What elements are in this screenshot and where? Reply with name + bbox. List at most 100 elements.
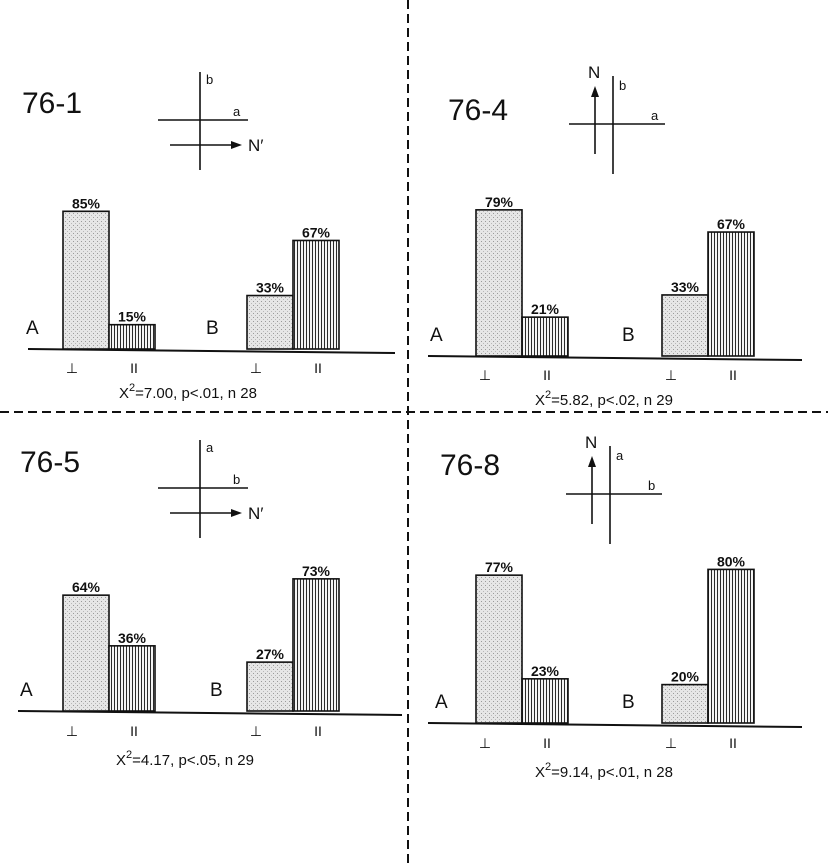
panel-3-bar-label-B-1: 80% (717, 553, 746, 569)
panel-0-inset-vertical-label: b (206, 72, 213, 87)
panel-1-inset-vertical-label: b (619, 78, 626, 93)
panel-0-bar-B-parallel (292, 239, 340, 350)
panel-3-bar-label-A-1: 23% (531, 663, 560, 679)
panel-2-bar-label-B-0: 27% (256, 646, 285, 662)
panel-3-bar-A-perpendicular (475, 574, 523, 724)
panel-1-stat-text: , n (635, 392, 656, 409)
panel-2-group-label-B: B (210, 680, 223, 701)
panel-3-stat-p-value: .01 (615, 764, 636, 781)
panel-2-bar-B-perpendicular (246, 661, 294, 712)
panel-0-group-label-B: B (206, 318, 219, 339)
panel-0-north-arrow-label: N′ (248, 136, 263, 155)
panel-3-inset-vertical-label: a (616, 448, 624, 463)
panel-1-inset-horizontal-label: a (651, 108, 659, 123)
panel-3-group-label-A: A (435, 692, 448, 713)
panel-2-bar-B-parallel (292, 578, 340, 712)
panel-3-stat-p-relation: < (606, 764, 615, 781)
panel-1-stat-p-relation: < (606, 392, 615, 409)
panel-2-bar-label-B-1: 73% (302, 563, 331, 579)
panel-1-title: 76-4 (448, 94, 508, 127)
panel-1-bar-B-parallel (707, 231, 755, 357)
panel-3-bar-A-parallel (521, 678, 569, 724)
panel-0-stat-text: , p (173, 385, 190, 402)
panel-2-stat-sup: 2 (126, 749, 132, 761)
panel-1-tick-A-perpendicular: ⊥ (479, 367, 491, 383)
panel-2-stat-n: 29 (237, 752, 254, 769)
panel-0-tick-B-perpendicular: ⊥ (250, 360, 262, 376)
panel-2-tick-B-perpendicular: ⊥ (250, 723, 262, 739)
panel-1-bar-A-parallel (521, 316, 569, 357)
panel-1-bar-label-B-0: 33% (671, 279, 700, 295)
panel-3-bar-B-parallel (707, 568, 755, 724)
panel-3-bar-B-perpendicular (661, 683, 709, 724)
panel-2-inset-vertical-label: a (206, 440, 214, 455)
panel-2-statistic: X2=4.17, p<.05, n 29 (116, 749, 254, 769)
panel-1-stat-chi-square: =5.82 (551, 392, 589, 409)
panel-1-stat-sup: 2 (545, 389, 551, 401)
panel-1-bar-label-A-0: 79% (485, 194, 514, 210)
panel-0-bar-label-A-0: 85% (72, 195, 101, 211)
panel-2-bar-A-perpendicular (62, 594, 110, 712)
panel-1-group-label-A: A (430, 325, 443, 346)
panel-3-stat-text: X (535, 764, 545, 781)
panel-2-stat-p-relation: < (187, 752, 196, 769)
panel-1-tick-A-parallel: II (543, 367, 551, 383)
panel-0-stat-p-relation: < (190, 385, 199, 402)
panel-1-group-label-B: B (622, 325, 635, 346)
panel-3-group-label-B: B (622, 692, 635, 713)
panel-2-stat-text: , n (216, 752, 237, 769)
panel-2-tick-B-parallel: II (314, 723, 322, 739)
panel-3-north-arrow-head (588, 456, 596, 467)
panel-2-group-label-A: A (20, 680, 33, 701)
panel-3-stat-text: , n (635, 764, 656, 781)
panel-0-bar-A-perpendicular (62, 210, 110, 350)
panel-0-bar-B-perpendicular (246, 294, 294, 350)
panel-2-inset-horizontal-label: b (233, 472, 240, 487)
panel-0-stat-p-value: .01 (199, 385, 220, 402)
panel-3-inset-horizontal-label: b (648, 478, 655, 493)
panel-3-tick-B-perpendicular: ⊥ (665, 735, 677, 751)
panel-3-stat-chi-square: =9.14 (551, 764, 589, 781)
panel-1-bar-B-perpendicular (661, 294, 709, 357)
panel-3-statistic: X2=9.14, p<.01, n 28 (535, 761, 673, 781)
panel-0-stat-chi-square: =7.00 (135, 385, 173, 402)
panel-0-tick-A-perpendicular: ⊥ (66, 360, 78, 376)
panel-1-bar-label-B-1: 67% (717, 216, 746, 232)
panel-1-stat-text: , p (589, 392, 606, 409)
panel-2-stat-chi-square: =4.17 (132, 752, 170, 769)
panel-3-bar-label-A-0: 77% (485, 559, 514, 575)
panel-2-stat-p-value: .05 (196, 752, 217, 769)
panel-0-stat-n: 28 (240, 385, 257, 402)
panel-0-north-arrow-head (231, 141, 242, 149)
panel-3-tick-A-parallel: II (543, 735, 551, 751)
panel-3-stat-text: , p (589, 764, 606, 781)
panel-3: 76-8 a b N A 77% ⊥ 23% II B 20% ⊥ 80% II X2=9.14, p<.0… (427, 433, 803, 781)
panel-0-title: 76-1 (22, 87, 82, 120)
panel-1-tick-B-parallel: II (729, 367, 737, 383)
panel-3-title: 76-8 (440, 449, 500, 482)
panel-2-tick-A-parallel: II (130, 723, 138, 739)
panel-1: 76-4 b a N A 79% ⊥ 21% II B 33% ⊥ 67% II X2=5.82, p<.0… (427, 63, 803, 409)
panel-0-inset-horizontal-label: a (233, 104, 241, 119)
panel-2-north-arrow-head (231, 509, 242, 517)
panel-2-north-arrow-label: N′ (248, 504, 263, 523)
panel-1-statistic: X2=5.82, p<.02, n 29 (535, 389, 673, 409)
panel-1-stat-n: 29 (656, 392, 673, 409)
panel-3-tick-B-parallel: II (729, 735, 737, 751)
panel-3-tick-A-perpendicular: ⊥ (479, 735, 491, 751)
panel-1-bar-label-A-1: 21% (531, 301, 560, 317)
panel-3-bar-label-B-0: 20% (671, 669, 700, 685)
panel-2-bar-A-parallel (108, 645, 156, 712)
panel-2-bar-label-A-0: 64% (72, 579, 101, 595)
panel-3-north-arrow-label: N (585, 433, 597, 452)
panel-2-bar-label-A-1: 36% (118, 630, 147, 646)
panel-0-tick-B-parallel: II (314, 360, 322, 376)
panel-0-statistic: X2=7.00, p<.01, n 28 (119, 382, 257, 402)
panel-1-north-arrow-head (591, 86, 599, 97)
panel-3-stat-sup: 2 (545, 761, 551, 773)
panel-0-stat-sup: 2 (129, 382, 135, 394)
panel-0-bar-label-B-0: 33% (256, 280, 285, 296)
panel-0-bar-label-A-1: 15% (118, 309, 147, 325)
